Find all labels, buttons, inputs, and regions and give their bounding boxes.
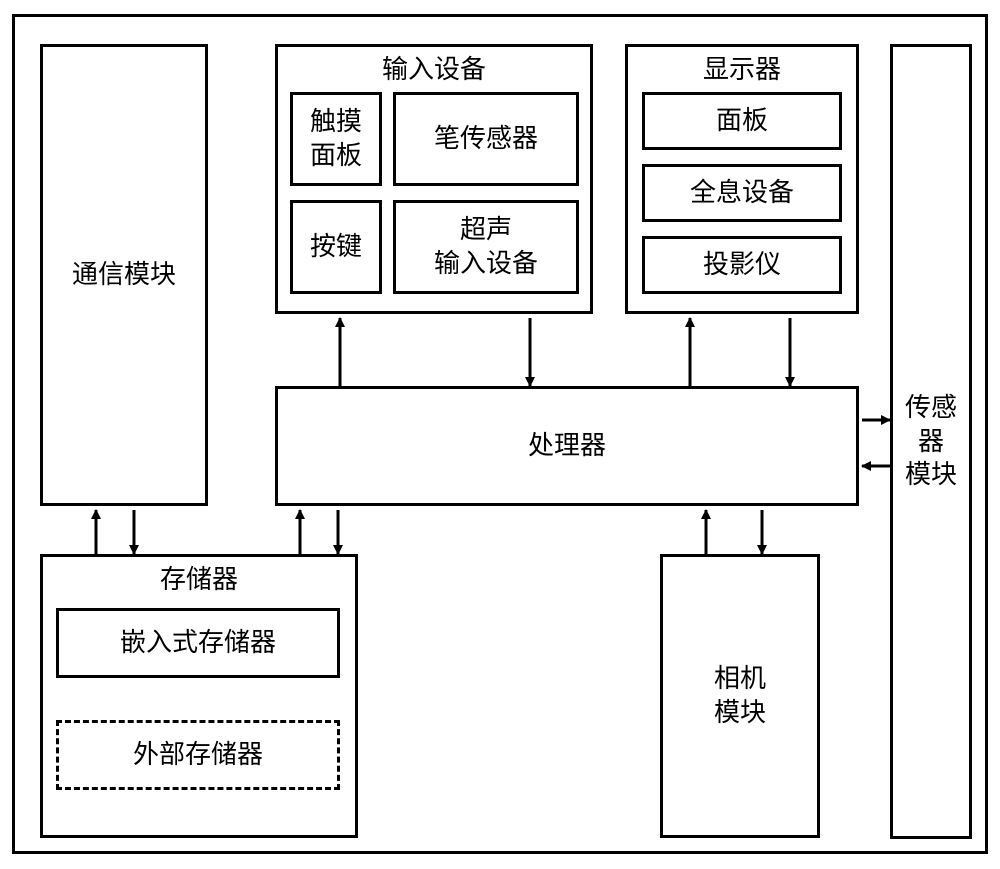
external-memory-label: 外部存储器 [133,738,263,772]
input-device-title: 输入设备 [278,53,590,87]
sensor-module-box: 传感器 模块 [890,44,972,839]
projector-box: 投影仪 [642,236,842,294]
memory-box: 存储器 [40,554,358,838]
ultrasonic-label: 超声 输入设备 [434,213,538,281]
projector-label: 投影仪 [703,248,781,282]
touch-panel-label: 触摸 面板 [310,105,362,173]
embedded-memory-label: 嵌入式存储器 [120,626,276,660]
panel-box: 面板 [642,92,842,150]
display-title: 显示器 [628,53,856,87]
processor-box: 处理器 [275,386,859,506]
pen-sensor-label: 笔传感器 [434,122,538,156]
touch-panel-box: 触摸 面板 [290,92,382,186]
ultrasonic-box: 超声 输入设备 [393,200,579,294]
hologram-label: 全息设备 [690,176,794,210]
camera-module-box: 相机 模块 [660,554,820,838]
sensor-module-label: 传感器 模块 [893,391,969,492]
embedded-memory-box: 嵌入式存储器 [56,608,340,678]
camera-module-label: 相机 模块 [714,662,766,730]
hologram-box: 全息设备 [642,164,842,222]
diagram-canvas: 通信模块 输入设备 触摸 面板 笔传感器 按键 超声 输入设备 显示器 面板 全… [0,0,1000,869]
external-memory-box: 外部存储器 [56,720,340,790]
keys-box: 按键 [290,200,382,294]
pen-sensor-box: 笔传感器 [393,92,579,186]
panel-label: 面板 [716,104,768,138]
processor-label: 处理器 [528,429,606,463]
memory-title: 存储器 [43,563,355,597]
comm-module-box: 通信模块 [40,44,208,506]
comm-module-label: 通信模块 [72,258,176,292]
keys-label: 按键 [310,230,362,264]
